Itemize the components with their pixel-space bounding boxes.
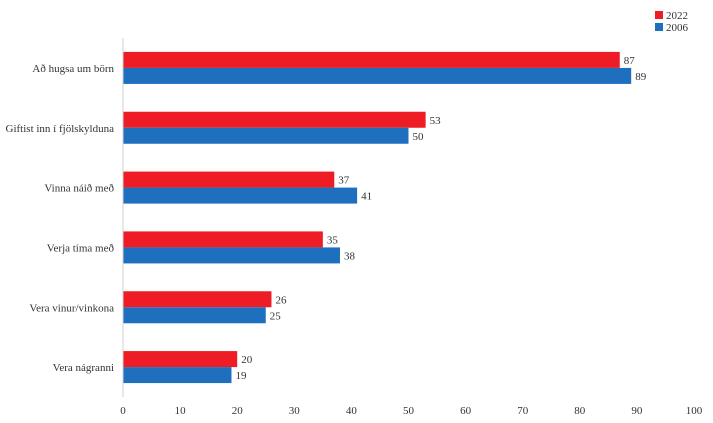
category-label: Vera vinur/vinkona — [29, 302, 114, 314]
x-tick-label: 10 — [175, 405, 187, 417]
data-label: 35 — [327, 234, 339, 246]
category-label: Vinna náið með — [44, 183, 114, 195]
x-tick-label: 80 — [574, 405, 586, 417]
data-label: 37 — [338, 175, 350, 187]
bar-2022 — [123, 231, 323, 248]
y-axis: Að hugsa um börn Giftist inn í fjölskyldu… — [6, 38, 124, 397]
bar-2006 — [123, 247, 340, 264]
legend-swatch — [655, 11, 663, 19]
bar-2022 — [123, 171, 335, 188]
category-label: Að hugsa um börn — [32, 63, 114, 75]
category-label: Verja tíma með — [47, 242, 115, 254]
x-tick-label: 40 — [346, 405, 358, 417]
x-tick-label: 20 — [232, 405, 244, 417]
data-label: 53 — [430, 115, 442, 127]
legend-label: 2006 — [666, 22, 689, 34]
legend-swatch — [655, 23, 663, 31]
bar-2006 — [123, 127, 409, 144]
data-label: 20 — [241, 354, 253, 366]
x-tick-label: 30 — [289, 405, 301, 417]
bar-2022 — [123, 291, 272, 308]
data-label: 19 — [235, 370, 247, 382]
x-tick-label: 70 — [517, 405, 529, 417]
bar-2022 — [123, 111, 426, 128]
plot-area: 87 89 53 50 37 41 35 38 26 25 20 19 — [123, 51, 647, 384]
x-tick-label: 90 — [631, 405, 643, 417]
bar-2006 — [123, 67, 632, 84]
x-tick-label: 50 — [403, 405, 415, 417]
data-label: 38 — [344, 250, 356, 262]
data-label: 50 — [413, 131, 425, 143]
x-tick-label: 100 — [686, 405, 703, 417]
x-tick-label: 0 — [120, 405, 126, 417]
bar-2006 — [123, 367, 232, 384]
bar-2022 — [123, 51, 620, 68]
data-label: 87 — [624, 55, 636, 67]
bar-2022 — [123, 351, 238, 368]
data-label: 25 — [270, 310, 282, 322]
data-label: 26 — [275, 294, 287, 306]
category-label: Giftist inn í fjölskylduna — [6, 123, 115, 135]
data-label: 89 — [635, 71, 647, 83]
bar-2006 — [123, 187, 358, 204]
x-tick-label: 60 — [460, 405, 472, 417]
data-label: 41 — [361, 191, 372, 203]
x-axis: 0 10 20 30 40 50 60 70 80 90 100 — [120, 405, 703, 417]
category-label: Vera nágranni — [53, 362, 114, 374]
bar-2006 — [123, 307, 266, 324]
legend-label: 2022 — [666, 10, 688, 22]
